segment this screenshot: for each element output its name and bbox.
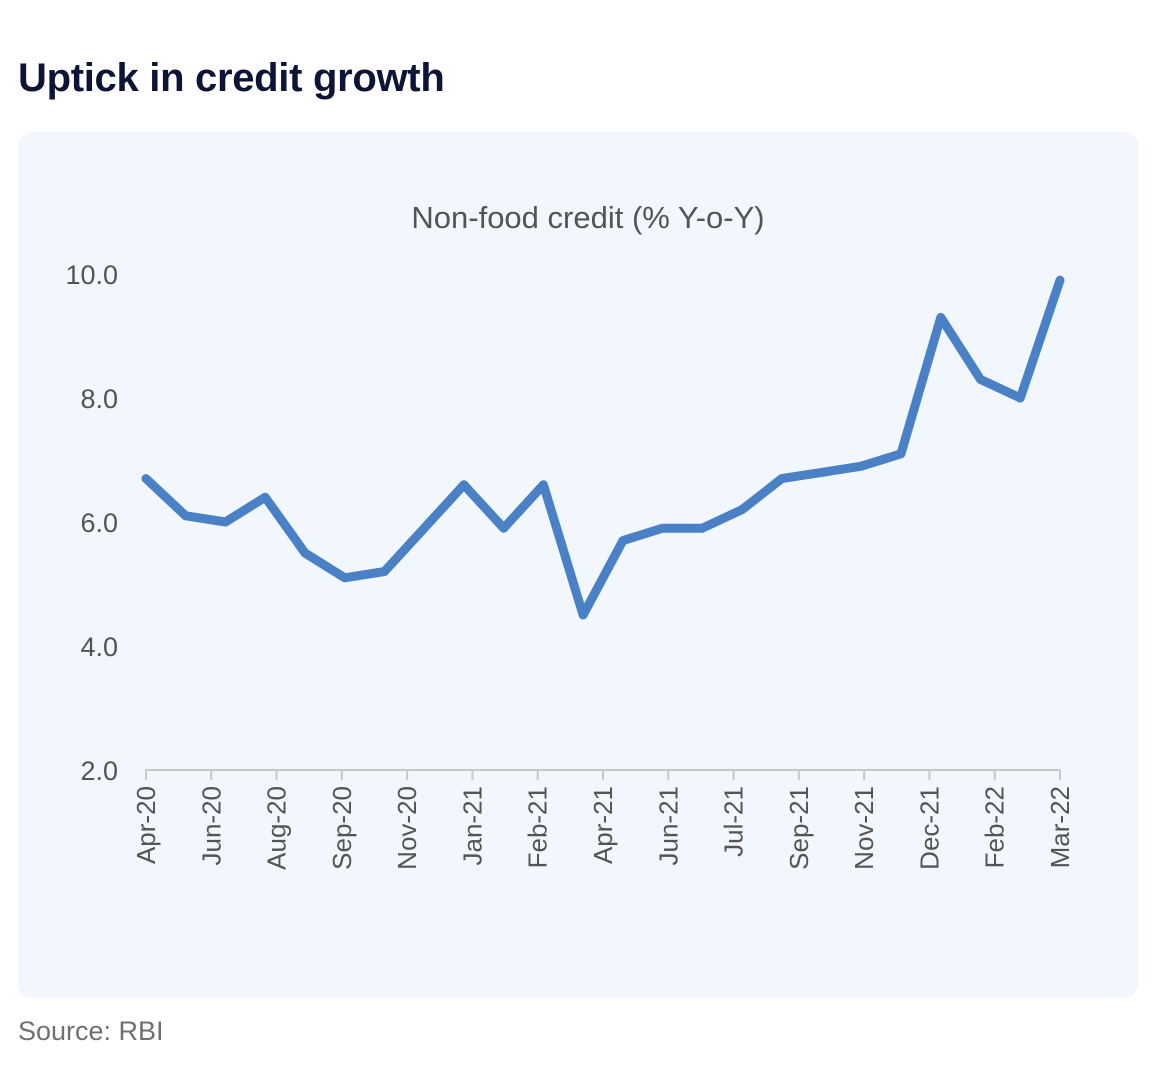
series-line	[141, 275, 1065, 620]
x-tick-label: Nov-21	[849, 786, 879, 870]
x-tick-label: Jun-20	[196, 786, 226, 866]
page-title: Uptick in credit growth	[18, 56, 445, 100]
y-tick-label: 8.0	[80, 384, 118, 414]
x-tick-label: Jan-21	[457, 786, 487, 866]
x-tick-label: Apr-21	[588, 786, 618, 864]
chart-title: Non-food credit (% Y-o-Y)	[411, 200, 764, 235]
x-tick-label: Feb-22	[980, 786, 1010, 868]
x-tick-label: Feb-21	[523, 786, 553, 868]
x-tick-label: Sep-21	[784, 786, 814, 870]
y-axis-ticks: 2.0 4.0 6.0 8.0 10.0	[65, 260, 118, 786]
x-tick-label: Apr-20	[131, 786, 161, 864]
x-tick-label: Mar-22	[1045, 786, 1075, 868]
line-chart: Non-food credit (% Y-o-Y) 2.0 4.0 6.0 8.0 10…	[65, 200, 1075, 870]
x-tick-label: Jul-21	[719, 786, 749, 857]
series-layer	[141, 275, 1065, 620]
x-tick-label: Dec-21	[914, 786, 944, 870]
x-tick-label: Sep-20	[327, 786, 357, 870]
x-tick-label: Nov-20	[392, 786, 422, 870]
y-tick-label: 6.0	[80, 508, 118, 538]
y-tick-label: 10.0	[65, 260, 118, 290]
y-tick-label: 2.0	[80, 756, 118, 786]
y-tick-label: 4.0	[80, 632, 118, 662]
x-axis: Apr-20 Jun-20 Aug-20 Sep-20 Nov-20 Jan-21 Feb-…	[131, 769, 1075, 870]
source-note: Source: RBI	[18, 1016, 164, 1046]
x-tick-label: Aug-20	[262, 786, 292, 870]
x-tick-label: Jun-21	[653, 786, 683, 866]
chart-card: Non-food credit (% Y-o-Y) 2.0 4.0 6.0 8.0 10…	[18, 132, 1138, 998]
